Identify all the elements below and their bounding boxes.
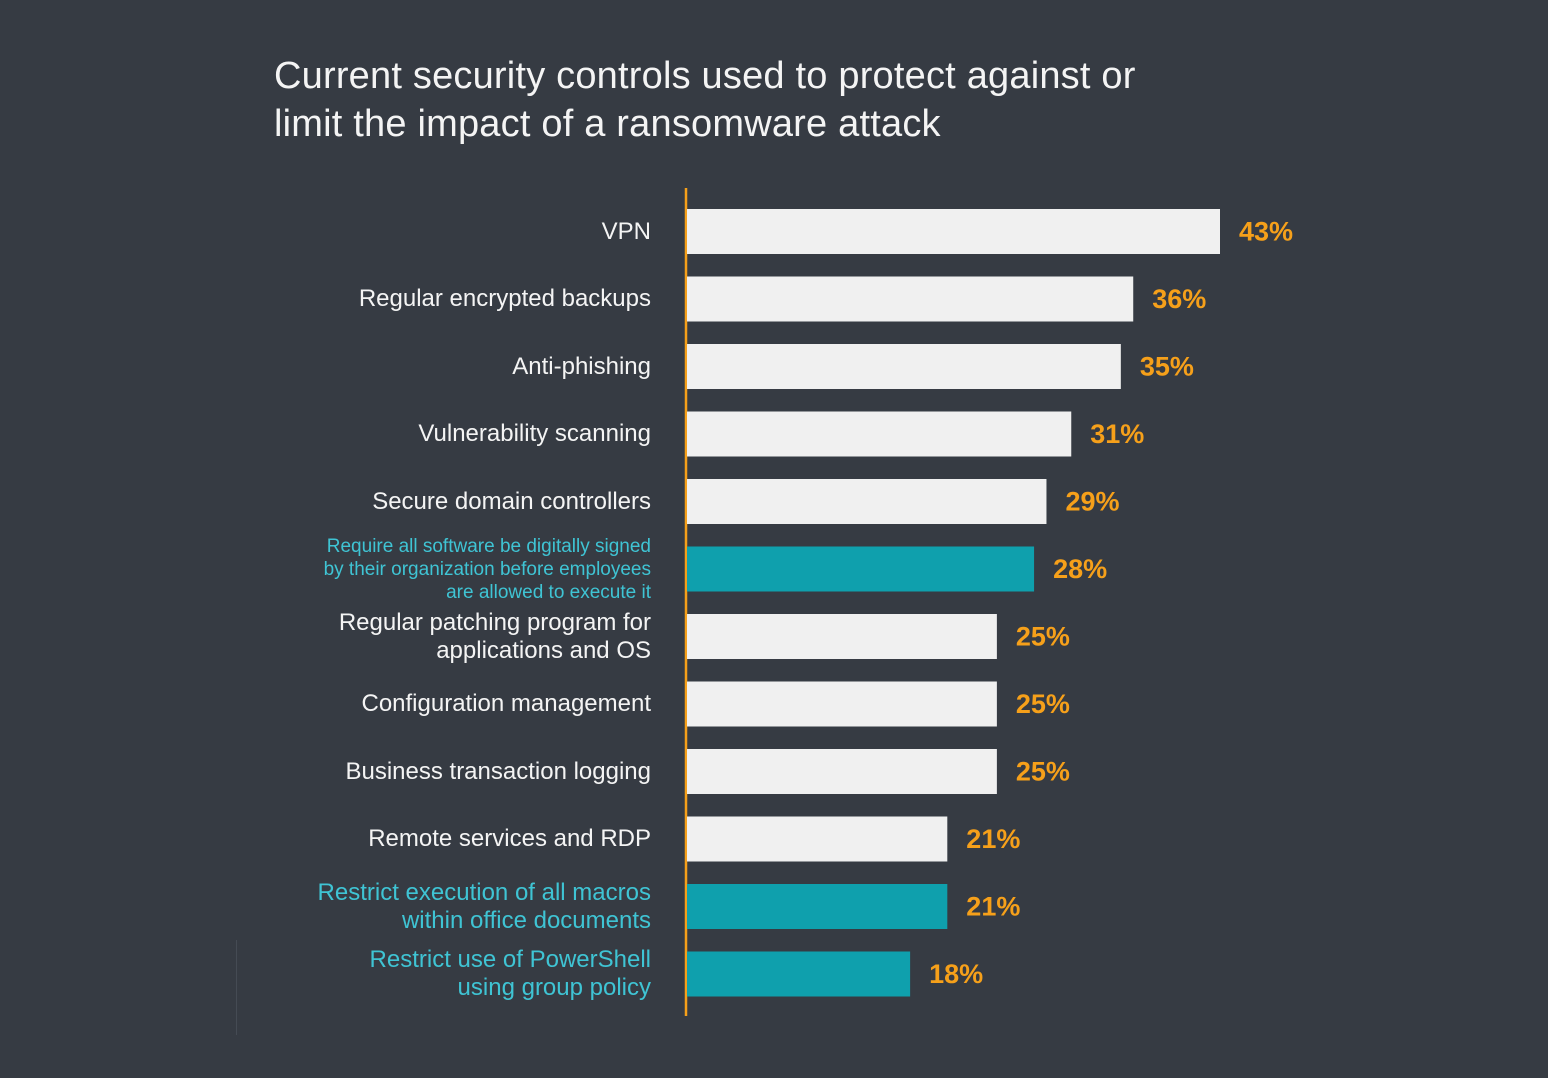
- category-label-7-line-0: Configuration management: [361, 690, 651, 717]
- bar-5: [687, 546, 1035, 592]
- value-label-10: 21%: [966, 892, 1020, 922]
- category-label-4: Secure domain controllers: [231, 488, 651, 516]
- category-label-4-line-0: Secure domain controllers: [372, 487, 651, 515]
- bar-4: [687, 479, 1047, 524]
- category-label-5-line-2: are allowed to execute it: [446, 581, 651, 603]
- category-label-10: Restrict execution of all macros within o…: [231, 879, 651, 935]
- category-label-1-line-0: Regular encrypted backups: [358, 285, 651, 312]
- category-label-6-line-1: applications and OS: [436, 636, 651, 664]
- bar-9: [687, 816, 948, 862]
- category-label-11-line-1: using group policy: [457, 974, 651, 1001]
- bar-8: [687, 749, 997, 794]
- chart-title-line-1: Current security controls used to protec…: [274, 55, 1136, 97]
- chart-title: Current security controls used to protec…: [274, 52, 1274, 148]
- bar-7: [687, 681, 997, 727]
- value-label-8: 25%: [1016, 757, 1070, 787]
- value-label-7: 25%: [1016, 689, 1070, 719]
- category-label-5-line-0: Require all software be digitally signed: [326, 535, 651, 557]
- value-label-5: 28%: [1053, 554, 1107, 584]
- category-label-9: Remote services and RDP: [231, 825, 651, 853]
- category-label-6: Regular patching program for applications…: [231, 609, 651, 665]
- decorative-divider: [236, 940, 237, 1035]
- category-label-11-line-0: Restrict use of PowerShell: [369, 946, 651, 973]
- category-label-5-line-1: by their organization before employees: [323, 558, 651, 580]
- category-label-3-line-0: Vulnerability scanning: [418, 420, 651, 447]
- category-label-2: Anti-phishing: [231, 353, 651, 381]
- category-label-5: Require all software be digitally signed…: [231, 535, 651, 604]
- category-label-8: Business transaction logging: [231, 758, 651, 786]
- category-label-3: Vulnerability scanning: [231, 420, 651, 448]
- value-label-9: 21%: [966, 824, 1020, 854]
- category-label-8-line-0: Business transaction logging: [345, 757, 651, 785]
- category-label-10-line-0: Restrict execution of all macros: [317, 878, 651, 906]
- bar-11: [687, 951, 911, 997]
- bar-1: [687, 276, 1134, 322]
- category-label-2-line-0: Anti-phishing: [512, 352, 651, 380]
- category-label-0-line-0: VPN: [601, 217, 651, 245]
- value-label-6: 25%: [1016, 622, 1070, 652]
- category-label-1: Regular encrypted backups: [231, 285, 651, 313]
- value-label-1: 36%: [1152, 284, 1206, 314]
- value-label-4: 29%: [1065, 487, 1119, 517]
- bar-3: [687, 411, 1072, 457]
- bar-0: [687, 209, 1220, 254]
- category-label-0: VPN: [231, 218, 651, 246]
- category-label-10-line-1: within office documents: [401, 906, 651, 934]
- bar-10: [687, 884, 948, 929]
- value-label-3: 31%: [1090, 419, 1144, 449]
- category-label-6-line-0: Regular patching program for: [338, 608, 651, 636]
- value-label-0: 43%: [1239, 217, 1293, 247]
- bar-6: [687, 614, 997, 659]
- category-label-7: Configuration management: [231, 690, 651, 718]
- chart-title-line-2: limit the impact of a ransomware attack: [274, 103, 941, 145]
- value-label-11: 18%: [929, 959, 983, 989]
- value-label-2: 35%: [1140, 352, 1194, 382]
- category-label-9-line-0: Remote services and RDP: [368, 825, 651, 852]
- category-label-11: Restrict use of PowerShell using group po…: [231, 946, 651, 1002]
- bar-2: [687, 344, 1121, 389]
